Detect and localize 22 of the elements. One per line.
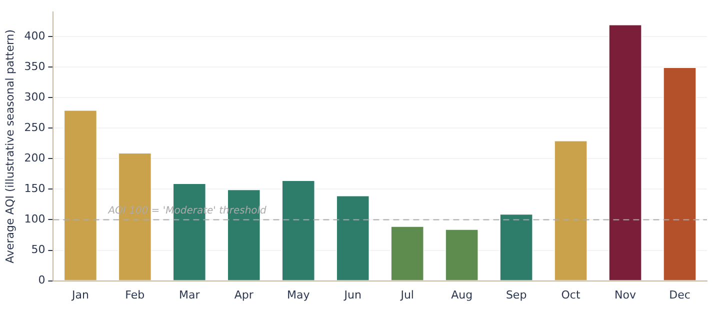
x-tick-label: Oct: [561, 288, 581, 302]
x-tick-label: Jun: [343, 288, 362, 302]
y-tick-label: 350: [24, 60, 46, 73]
x-tick-label: Aug: [451, 288, 473, 302]
x-tick-label: Dec: [669, 288, 690, 302]
y-tick-label: 200: [24, 151, 46, 164]
x-tick-label: Feb: [125, 288, 145, 302]
y-tick-label: 100: [24, 212, 46, 226]
x-tick-label: Mar: [179, 288, 200, 302]
y-tick-label: 300: [24, 90, 46, 104]
y-tick-label: 150: [24, 182, 46, 196]
x-tick-label: Apr: [234, 288, 254, 302]
y-tick-label: 250: [24, 120, 46, 134]
y-tick-label: 0: [38, 274, 46, 287]
y-tick-label: 400: [24, 29, 46, 42]
y-tick-label: 50: [31, 243, 46, 256]
x-tick-label: Jan: [70, 288, 89, 302]
x-tick-label: Jul: [400, 288, 414, 302]
x-tick-label: May: [286, 288, 310, 302]
x-tick-label: Nov: [614, 288, 636, 302]
x-tick-label: Sep: [506, 288, 527, 302]
y-axis-title: Average AQI (illustrative seasonal pattern): [3, 29, 16, 264]
